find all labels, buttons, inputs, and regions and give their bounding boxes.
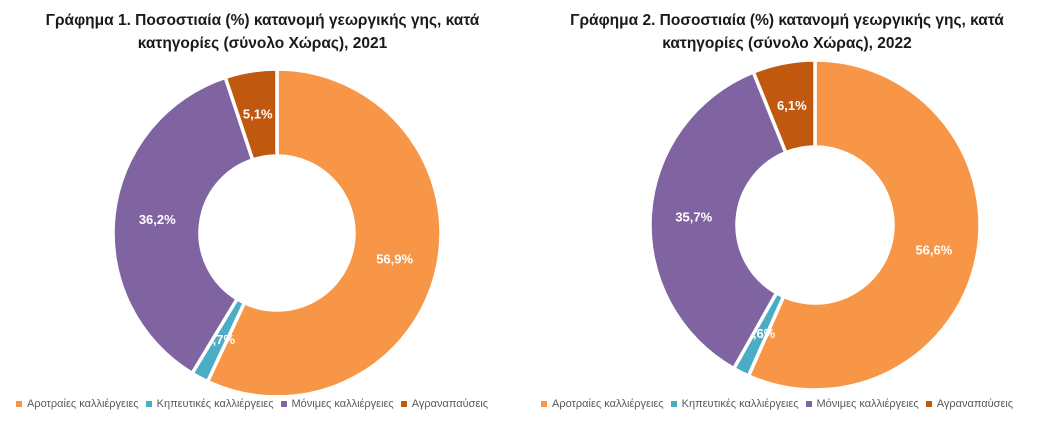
chart-title-line-1: Γράφημα 2. Ποσοστιαία (%) κατανομή γεωργ…	[570, 12, 1004, 29]
legend-item: Μόνιμες καλλιέργειες	[280, 398, 394, 410]
donut-slice	[648, 69, 789, 371]
legend-label: Κηπευτικές καλλιέργειες	[156, 398, 274, 410]
legend-swatch	[280, 401, 287, 407]
chart-panel-2: Γράφημα 2. Ποσοστιαία (%) κατανομή γεωργ…	[525, 0, 1049, 423]
legend-item: Αροτραίες καλλιέργειες	[16, 398, 139, 410]
legend-label: Μόνιμες καλλιέργειες	[816, 398, 919, 410]
legend-label: Αροτραίες καλλιέργειες	[552, 398, 664, 410]
legend-label: Μόνιμες καλλιέργειες	[291, 398, 394, 410]
donut-slice	[751, 58, 817, 155]
chart-title-line-2: κατηγορίες (σύνολο Χώρας), 2021	[137, 35, 388, 52]
legend-swatch	[400, 401, 407, 407]
legend-item: Αροτραίες καλλιέργειες	[541, 398, 664, 410]
legend-item: Κηπευτικές καλλιέργειες	[670, 398, 799, 410]
donut-chart: 56,9%1,7%36,2%5,1%	[111, 67, 443, 395]
data-label: 56,6%	[915, 243, 952, 258]
legend-item: Κηπευτικές καλλιέργειες	[145, 398, 274, 410]
legend-swatch	[145, 401, 152, 407]
chart-title: Γράφημα 2. Ποσοστιαία (%) κατανομή γεωργ…	[525, 9, 1049, 55]
chart-legend: Αροτραίες καλλιέργειες Κηπευτικές καλλιέ…	[16, 398, 495, 410]
donut-chart: 56,6%1,6%35,7%6,1%	[648, 58, 982, 392]
data-label: 5,1%	[243, 107, 273, 122]
donut-slice	[223, 67, 279, 163]
chart-title: Γράφημα 1. Ποσοστιαία (%) κατανομή γεωργ…	[0, 9, 525, 55]
data-label: 6,1%	[777, 98, 807, 113]
legend-label: Αγραναπαύσεις	[936, 398, 1014, 410]
donut-slice	[746, 58, 982, 392]
legend-item: Αγραναπαύσεις	[400, 398, 489, 410]
legend-swatch	[925, 401, 932, 407]
legend-swatch	[541, 401, 547, 407]
legend-swatch	[805, 401, 812, 407]
chart-title-line-2: κατηγορίες (σύνολο Χώρας), 2022	[662, 35, 912, 52]
chart-legend: Αροτραίες καλλιέργειες Κηπευτικές καλλιέ…	[541, 398, 1020, 410]
legend-swatch	[16, 401, 22, 407]
data-label: 56,9%	[376, 252, 413, 267]
legend-swatch	[670, 401, 677, 407]
data-label: 36,2%	[139, 212, 176, 227]
donut-slice	[111, 75, 255, 376]
donut-slice	[205, 67, 443, 395]
legend-item: Αγραναπαύσεις	[925, 398, 1014, 410]
chart-panel-1: Γράφημα 1. Ποσοστιαία (%) κατανομή γεωργ…	[0, 9, 525, 410]
data-label: 35,7%	[675, 209, 712, 224]
legend-item: Μόνιμες καλλιέργειες	[805, 398, 919, 410]
legend-label: Αροτραίες καλλιέργειες	[27, 398, 139, 410]
legend-label: Αγραναπαύσεις	[411, 398, 489, 410]
legend-label: Κηπευτικές καλλιέργειες	[681, 398, 799, 410]
chart-title-line-1: Γράφημα 1. Ποσοστιαία (%) κατανομή γεωργ…	[45, 12, 480, 29]
